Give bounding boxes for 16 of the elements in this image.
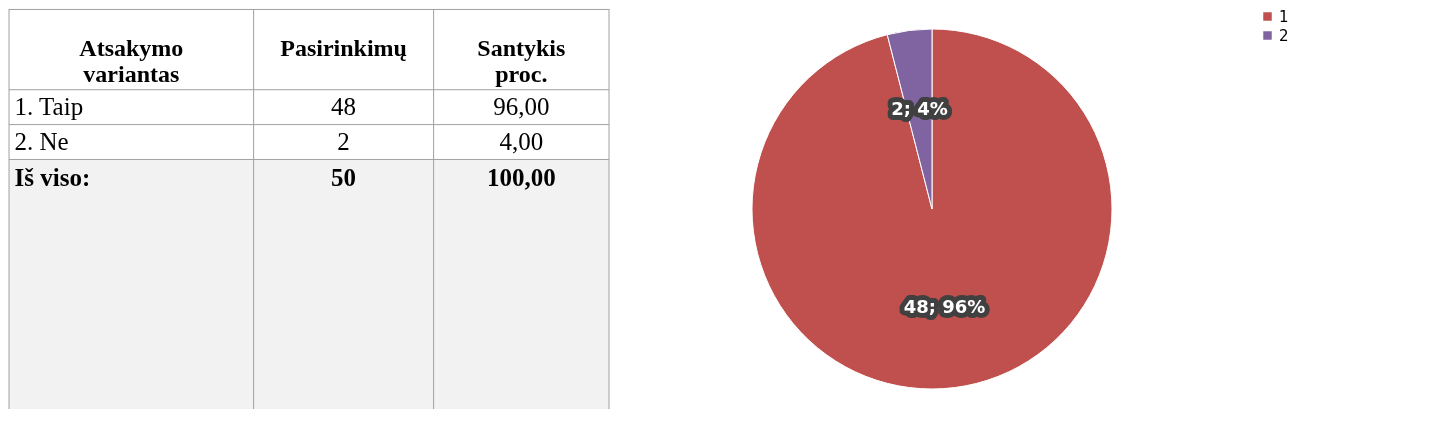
pie-slice bbox=[751, 28, 1113, 390]
text: 48 bbox=[331, 93, 357, 121]
text: 100,00 bbox=[486, 163, 556, 191]
text: 96,00 bbox=[493, 93, 550, 121]
text: Atsakymo variantas bbox=[79, 35, 184, 88]
text: 2 bbox=[337, 128, 350, 156]
text: 4,00 bbox=[499, 128, 544, 156]
text: Santykis proc. bbox=[477, 35, 566, 88]
legend-label: 1 bbox=[1279, 7, 1289, 26]
data-label: 48; 96% bbox=[903, 296, 986, 318]
text: Pasirinkimų bbox=[280, 35, 407, 62]
text: 2. Ne bbox=[14, 128, 69, 156]
text: 50 bbox=[331, 163, 357, 191]
text: Iš viso: bbox=[14, 163, 91, 191]
text: 1. Taip bbox=[14, 93, 84, 121]
legend-label: 2 bbox=[1279, 26, 1289, 45]
